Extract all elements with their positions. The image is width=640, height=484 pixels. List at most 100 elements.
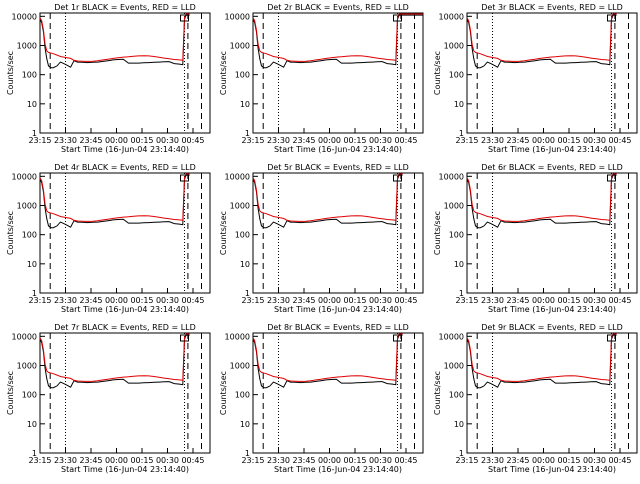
x-tick-label: 23:15 [241, 136, 264, 145]
series-line-events [39, 14, 190, 69]
y-tick-label: 10000 [439, 172, 464, 181]
x-tick-label: 00:30 [156, 456, 179, 465]
y-axis-label: Counts/sec [219, 51, 228, 95]
x-tick-label: 00:15 [557, 136, 580, 145]
x-tick-label: 00:15 [130, 136, 153, 145]
series-line-lld [39, 333, 190, 382]
y-tick-label: 1000 [17, 201, 37, 210]
x-tick-label: 00:15 [130, 296, 153, 305]
y-axis-label: Counts/sec [433, 51, 442, 95]
y-tick-label: 10000 [225, 332, 250, 341]
plot-frame [252, 12, 424, 134]
saturation-marker [393, 334, 402, 342]
x-tick-label: 00:45 [608, 296, 631, 305]
y-tick-label: 10000 [12, 12, 37, 21]
x-tick-label: 00:00 [532, 136, 555, 145]
y-tick-label: 10000 [225, 172, 250, 181]
x-tick-label: 23:30 [54, 296, 77, 305]
plot-frame [39, 172, 211, 294]
y-tick-label: 1 [245, 129, 250, 138]
x-tick-label: 00:30 [369, 456, 392, 465]
y-tick-label: 10 [454, 100, 464, 109]
x-tick-label: 00:00 [318, 456, 341, 465]
x-axis-label: Start Time (16-Jun-04 23:14:40) [274, 465, 402, 474]
y-tick-label: 100 [22, 391, 37, 400]
y-tick-label: 1000 [444, 41, 464, 50]
x-axis-label: Start Time (16-Jun-04 23:14:40) [274, 145, 402, 154]
x-tick-label: 23:15 [455, 456, 478, 465]
x-tick-label: 23:15 [241, 296, 264, 305]
x-tick-label: 23:15 [455, 136, 478, 145]
y-tick-label: 10 [454, 420, 464, 429]
x-tick-label: 23:30 [267, 136, 290, 145]
x-axis-label: Start Time (16-Jun-04 23:14:40) [61, 465, 189, 474]
y-tick-label: 100 [235, 71, 250, 80]
series-line-lld [252, 173, 403, 222]
plot-frame [466, 332, 638, 454]
x-tick-label: 23:30 [267, 296, 290, 305]
saturation-marker [607, 334, 616, 342]
series-line-lld [39, 13, 190, 62]
series-line-events [466, 334, 617, 389]
x-tick-label: 00:30 [156, 136, 179, 145]
y-tick-label: 1 [459, 129, 464, 138]
x-tick-label: 23:45 [506, 136, 529, 145]
plot-frame [252, 332, 424, 454]
panel-title: Det 8r BLACK = Events, RED = LLD [267, 323, 409, 332]
y-tick-label: 1000 [17, 361, 37, 370]
x-tick-label: 23:45 [79, 136, 102, 145]
series-line-lld [39, 173, 190, 222]
x-tick-label: 00:30 [583, 136, 606, 145]
x-tick-label: 23:45 [79, 296, 102, 305]
y-axis-label: Counts/sec [6, 51, 15, 95]
y-tick-label: 100 [22, 71, 37, 80]
x-axis-label: Start Time (16-Jun-04 23:14:40) [488, 465, 616, 474]
panel-title: Det 4r BLACK = Events, RED = LLD [54, 163, 196, 172]
x-tick-label: 23:45 [506, 456, 529, 465]
x-tick-label: 00:45 [608, 456, 631, 465]
x-tick-label: 00:00 [318, 136, 341, 145]
y-tick-label: 10 [27, 100, 37, 109]
x-tick-label: 23:15 [241, 456, 264, 465]
x-tick-label: 00:00 [532, 296, 555, 305]
x-tick-label: 23:45 [506, 296, 529, 305]
y-tick-label: 1 [32, 289, 37, 298]
x-axis-label: Start Time (16-Jun-04 23:14:40) [274, 305, 402, 314]
y-tick-label: 1 [245, 289, 250, 298]
y-tick-label: 1000 [230, 41, 250, 50]
y-tick-label: 100 [449, 231, 464, 240]
y-tick-label: 10 [240, 260, 250, 269]
x-tick-label: 23:45 [292, 456, 315, 465]
x-axis-label: Start Time (16-Jun-04 23:14:40) [488, 145, 616, 154]
y-tick-label: 10000 [225, 12, 250, 21]
y-tick-label: 10000 [439, 12, 464, 21]
x-tick-label: 23:15 [28, 456, 51, 465]
y-tick-label: 100 [449, 391, 464, 400]
series-line-lld [252, 333, 403, 382]
plot-frame [39, 12, 211, 134]
plot-frame [252, 172, 424, 294]
x-tick-label: 23:45 [79, 456, 102, 465]
panel-title: Det 1r BLACK = Events, RED = LLD [54, 3, 196, 12]
x-tick-label: 00:15 [343, 296, 366, 305]
x-tick-label: 00:15 [343, 136, 366, 145]
x-tick-label: 23:30 [481, 456, 504, 465]
series-line-events [39, 174, 190, 229]
y-tick-label: 1 [459, 289, 464, 298]
y-axis-label: Counts/sec [433, 211, 442, 255]
y-tick-label: 1000 [444, 201, 464, 210]
y-tick-label: 1 [32, 449, 37, 458]
series-line-events [252, 174, 403, 229]
x-tick-label: 00:45 [181, 456, 204, 465]
series-line-events [466, 14, 617, 69]
x-tick-label: 23:30 [267, 456, 290, 465]
